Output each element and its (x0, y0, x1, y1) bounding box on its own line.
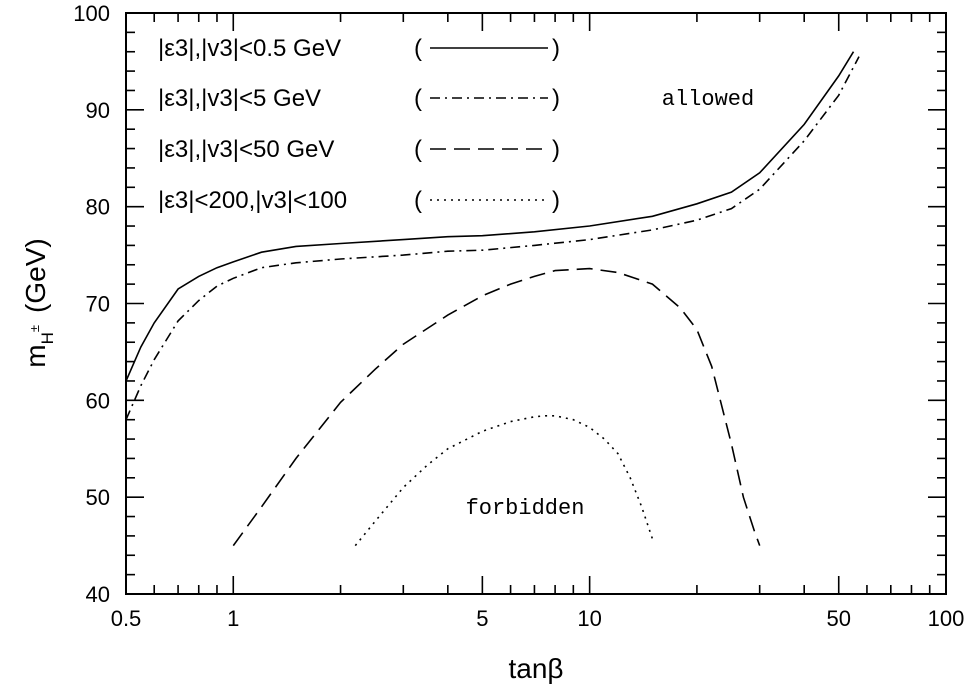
legend-open-paren-0: ( (414, 35, 422, 62)
y-tick-label: 60 (86, 388, 110, 413)
legend-close-paren-3: ) (552, 187, 560, 214)
y-tick-label: 90 (86, 98, 110, 123)
legend-close-paren-0: ) (552, 35, 560, 62)
y-axis-title-sup: ± (27, 325, 42, 332)
legend-label-3: |ε3|<200,|v3|<100 (158, 187, 347, 214)
legend-close-paren-1: ) (552, 85, 560, 112)
legend-close-paren-2: ) (552, 136, 560, 163)
x-axis-title: tanβ (508, 653, 563, 684)
y-axis-title-unit: (GeV) (20, 238, 51, 313)
y-tick-label: 40 (86, 582, 110, 607)
legend-open-paren-2: ( (414, 136, 422, 163)
legend-open-paren-1: ( (414, 85, 422, 112)
curve-series-2 (232, 267, 761, 547)
x-tick-label: 1 (227, 606, 239, 631)
y-axis-title-sub: H (38, 332, 57, 344)
curve-series-1 (125, 56, 860, 421)
y-axis-title: mH± (GeV) (20, 238, 57, 367)
legend-open-paren-3: ( (414, 187, 422, 214)
y-tick-label: 50 (86, 485, 110, 510)
y-tick-label: 80 (86, 195, 110, 220)
axis-tick-labels: 0.5 1 5 10 50 100 40 50 60 70 80 90 100 (73, 1, 964, 631)
legend: |ε3|,|v3|<0.5 GeV |ε3|,|v3|<5 GeV |ε3|,|… (158, 35, 560, 214)
curve-series-3 (354, 415, 654, 547)
y-axis-title-main: m (20, 344, 51, 367)
legend-label-0: |ε3|,|v3|<0.5 GeV (158, 35, 341, 62)
legend-label-1: |ε3|,|v3|<5 GeV (158, 85, 321, 112)
y-tick-label: 100 (73, 1, 110, 26)
allowed-region-label: allowed (662, 87, 754, 112)
axis-ticks (125, 12, 947, 595)
x-tick-label: 100 (928, 606, 965, 631)
x-tick-label: 50 (826, 606, 850, 631)
curve-series-0 (125, 51, 855, 382)
x-tick-label: 0.5 (111, 606, 142, 631)
x-tick-label: 5 (476, 606, 488, 631)
legend-label-2: |ε3|,|v3|<50 GeV (158, 136, 334, 163)
x-tick-label: 10 (577, 606, 601, 631)
curves (125, 51, 860, 547)
y-tick-label: 70 (86, 292, 110, 317)
forbidden-region-label: forbidden (466, 496, 585, 521)
svg-text:mH±(GeV): mH± (GeV) (20, 238, 57, 367)
